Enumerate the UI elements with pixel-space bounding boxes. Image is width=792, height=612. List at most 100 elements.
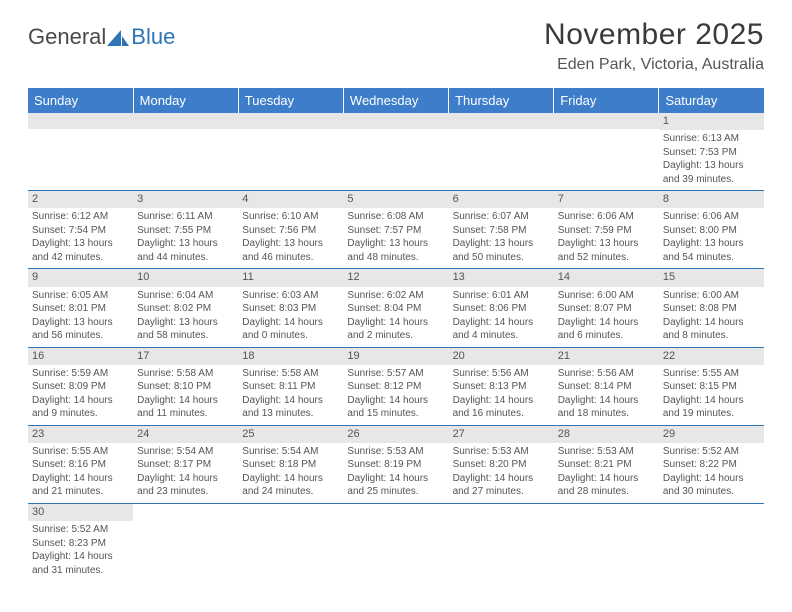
day-details: Sunrise: 6:00 AMSunset: 8:07 PMDaylight:… (554, 287, 659, 347)
day-header: Sunday (28, 88, 133, 113)
sunrise-line: Sunrise: 6:03 AM (242, 289, 339, 303)
calendar-cell (449, 503, 554, 581)
calendar-cell: 9Sunrise: 6:05 AMSunset: 8:01 PMDaylight… (28, 269, 133, 347)
day-details: Sunrise: 6:06 AMSunset: 8:00 PMDaylight:… (659, 208, 764, 268)
sunset-line: Sunset: 8:06 PM (453, 302, 550, 316)
calendar-cell: 23Sunrise: 5:55 AMSunset: 8:16 PMDayligh… (28, 425, 133, 503)
day-header: Saturday (659, 88, 764, 113)
sunset-line: Sunset: 8:10 PM (137, 380, 234, 394)
daylight-line: Daylight: 14 hours and 9 minutes. (32, 394, 129, 421)
logo: General Blue (28, 24, 175, 50)
calendar-cell: 18Sunrise: 5:58 AMSunset: 8:11 PMDayligh… (238, 347, 343, 425)
calendar-cell (133, 113, 238, 191)
calendar-cell: 10Sunrise: 6:04 AMSunset: 8:02 PMDayligh… (133, 269, 238, 347)
day-details: Sunrise: 5:56 AMSunset: 8:14 PMDaylight:… (554, 365, 659, 425)
calendar-cell: 19Sunrise: 5:57 AMSunset: 8:12 PMDayligh… (343, 347, 448, 425)
day-header: Monday (133, 88, 238, 113)
sunset-line: Sunset: 7:55 PM (137, 224, 234, 238)
sunrise-line: Sunrise: 5:58 AM (242, 367, 339, 381)
day-header: Tuesday (238, 88, 343, 113)
sunrise-line: Sunrise: 6:00 AM (558, 289, 655, 303)
daylight-line: Daylight: 14 hours and 13 minutes. (242, 394, 339, 421)
calendar-cell (659, 503, 764, 581)
day-number: 10 (133, 269, 238, 286)
day-number: 22 (659, 348, 764, 365)
daylight-line: Daylight: 13 hours and 50 minutes. (453, 237, 550, 264)
day-number (133, 113, 238, 129)
calendar-cell: 1Sunrise: 6:13 AMSunset: 7:53 PMDaylight… (659, 113, 764, 191)
sunset-line: Sunset: 8:04 PM (347, 302, 444, 316)
sunrise-line: Sunrise: 6:08 AM (347, 210, 444, 224)
sunset-line: Sunset: 7:56 PM (242, 224, 339, 238)
day-number: 20 (449, 348, 554, 365)
day-header: Friday (554, 88, 659, 113)
day-details: Sunrise: 5:54 AMSunset: 8:17 PMDaylight:… (133, 443, 238, 503)
day-number: 18 (238, 348, 343, 365)
calendar-table: Sunday Monday Tuesday Wednesday Thursday… (28, 88, 764, 581)
day-number: 26 (343, 426, 448, 443)
calendar-cell (238, 113, 343, 191)
sunrise-line: Sunrise: 5:54 AM (242, 445, 339, 459)
day-details: Sunrise: 5:54 AMSunset: 8:18 PMDaylight:… (238, 443, 343, 503)
day-details: Sunrise: 5:59 AMSunset: 8:09 PMDaylight:… (28, 365, 133, 425)
sunrise-line: Sunrise: 6:02 AM (347, 289, 444, 303)
daylight-line: Daylight: 13 hours and 48 minutes. (347, 237, 444, 264)
page-subtitle: Eden Park, Victoria, Australia (544, 56, 764, 74)
day-number: 21 (554, 348, 659, 365)
day-number: 15 (659, 269, 764, 286)
day-details: Sunrise: 6:07 AMSunset: 7:58 PMDaylight:… (449, 208, 554, 268)
daylight-line: Daylight: 14 hours and 21 minutes. (32, 472, 129, 499)
calendar-cell: 16Sunrise: 5:59 AMSunset: 8:09 PMDayligh… (28, 347, 133, 425)
calendar-cell (28, 113, 133, 191)
page-header: General Blue November 2025 Eden Park, Vi… (28, 18, 764, 74)
sunset-line: Sunset: 7:57 PM (347, 224, 444, 238)
calendar-cell: 17Sunrise: 5:58 AMSunset: 8:10 PMDayligh… (133, 347, 238, 425)
sunset-line: Sunset: 8:02 PM (137, 302, 234, 316)
daylight-line: Daylight: 14 hours and 0 minutes. (242, 316, 339, 343)
sunrise-line: Sunrise: 6:00 AM (663, 289, 760, 303)
daylight-line: Daylight: 13 hours and 39 minutes. (663, 159, 760, 186)
calendar-cell: 2Sunrise: 6:12 AMSunset: 7:54 PMDaylight… (28, 191, 133, 269)
sunrise-line: Sunrise: 6:12 AM (32, 210, 129, 224)
calendar-cell (554, 503, 659, 581)
daylight-line: Daylight: 14 hours and 6 minutes. (558, 316, 655, 343)
day-number (554, 113, 659, 129)
day-details: Sunrise: 5:53 AMSunset: 8:21 PMDaylight:… (554, 443, 659, 503)
calendar-cell: 25Sunrise: 5:54 AMSunset: 8:18 PMDayligh… (238, 425, 343, 503)
sunset-line: Sunset: 8:07 PM (558, 302, 655, 316)
calendar-cell: 22Sunrise: 5:55 AMSunset: 8:15 PMDayligh… (659, 347, 764, 425)
day-details: Sunrise: 6:06 AMSunset: 7:59 PMDaylight:… (554, 208, 659, 268)
daylight-line: Daylight: 13 hours and 54 minutes. (663, 237, 760, 264)
day-number: 7 (554, 191, 659, 208)
calendar-cell: 3Sunrise: 6:11 AMSunset: 7:55 PMDaylight… (133, 191, 238, 269)
day-details: Sunrise: 6:00 AMSunset: 8:08 PMDaylight:… (659, 287, 764, 347)
sunrise-line: Sunrise: 5:52 AM (663, 445, 760, 459)
day-details: Sunrise: 5:58 AMSunset: 8:11 PMDaylight:… (238, 365, 343, 425)
daylight-line: Daylight: 14 hours and 24 minutes. (242, 472, 339, 499)
day-details: Sunrise: 6:13 AMSunset: 7:53 PMDaylight:… (659, 130, 764, 190)
day-number: 29 (659, 426, 764, 443)
sunrise-line: Sunrise: 5:56 AM (453, 367, 550, 381)
calendar-row: 1Sunrise: 6:13 AMSunset: 7:53 PMDaylight… (28, 113, 764, 191)
sunrise-line: Sunrise: 5:55 AM (663, 367, 760, 381)
sunrise-line: Sunrise: 6:01 AM (453, 289, 550, 303)
sunrise-line: Sunrise: 5:52 AM (32, 523, 129, 537)
calendar-row: 30Sunrise: 5:52 AMSunset: 8:23 PMDayligh… (28, 503, 764, 581)
sunset-line: Sunset: 8:19 PM (347, 458, 444, 472)
sunset-line: Sunset: 8:21 PM (558, 458, 655, 472)
daylight-line: Daylight: 14 hours and 2 minutes. (347, 316, 444, 343)
day-details: Sunrise: 5:53 AMSunset: 8:19 PMDaylight:… (343, 443, 448, 503)
day-number: 14 (554, 269, 659, 286)
day-number: 4 (238, 191, 343, 208)
calendar-row: 9Sunrise: 6:05 AMSunset: 8:01 PMDaylight… (28, 269, 764, 347)
daylight-line: Daylight: 14 hours and 31 minutes. (32, 550, 129, 577)
day-details: Sunrise: 5:57 AMSunset: 8:12 PMDaylight:… (343, 365, 448, 425)
sunrise-line: Sunrise: 5:53 AM (558, 445, 655, 459)
day-number: 12 (343, 269, 448, 286)
daylight-line: Daylight: 13 hours and 56 minutes. (32, 316, 129, 343)
calendar-cell (343, 503, 448, 581)
daylight-line: Daylight: 14 hours and 27 minutes. (453, 472, 550, 499)
calendar-cell (554, 113, 659, 191)
sunset-line: Sunset: 8:03 PM (242, 302, 339, 316)
sunrise-line: Sunrise: 5:59 AM (32, 367, 129, 381)
